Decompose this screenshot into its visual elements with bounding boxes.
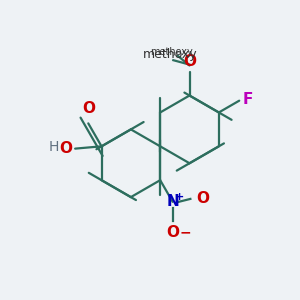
Text: methoxy: methoxy xyxy=(173,55,180,56)
Text: H: H xyxy=(49,140,59,154)
Text: O: O xyxy=(183,54,196,69)
Text: O: O xyxy=(196,191,209,206)
Text: N: N xyxy=(166,194,179,209)
Text: +: + xyxy=(175,192,184,202)
Text: O: O xyxy=(166,225,179,240)
Text: −: − xyxy=(179,225,191,239)
Text: O: O xyxy=(59,141,72,156)
Text: methoxy: methoxy xyxy=(171,50,178,51)
Text: O: O xyxy=(82,101,95,116)
Text: methoxy: methoxy xyxy=(172,52,179,53)
Text: methoxy: methoxy xyxy=(151,47,193,57)
Text: methoxy: methoxy xyxy=(143,48,198,61)
Text: F: F xyxy=(242,92,253,107)
Text: methoxy: methoxy xyxy=(176,52,182,53)
